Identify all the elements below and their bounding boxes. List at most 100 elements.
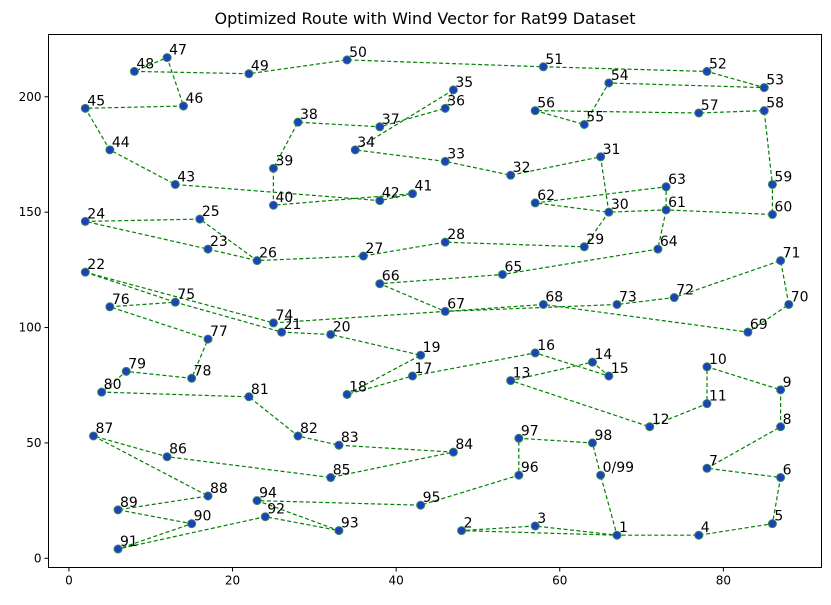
city-label: 27: [365, 241, 383, 257]
city-label: 14: [594, 347, 612, 363]
city-node: [358, 251, 368, 261]
city-node: [88, 431, 98, 441]
city-node: [293, 117, 303, 127]
city-label: 61: [668, 195, 686, 211]
city-label: 37: [382, 112, 400, 128]
city-node: [579, 119, 589, 129]
city-label: 16: [537, 338, 555, 354]
city-node: [129, 66, 139, 76]
city-node: [187, 373, 197, 383]
city-label: 58: [766, 96, 784, 112]
city-node: [252, 256, 262, 266]
city-label: 45: [87, 93, 105, 109]
city-node: [587, 357, 597, 367]
city-label: 12: [652, 412, 670, 428]
city-label: 4: [701, 520, 710, 536]
city-label: 66: [382, 269, 400, 285]
city-node: [530, 348, 540, 358]
city-label: 56: [537, 96, 555, 112]
city-label: 32: [513, 160, 531, 176]
city-label: 47: [169, 43, 187, 59]
city-node: [579, 242, 589, 252]
city-label: 18: [349, 379, 367, 395]
city-label: 0/99: [603, 460, 634, 476]
city-node: [767, 519, 777, 529]
city-node: [694, 108, 704, 118]
city-label: 54: [611, 68, 629, 84]
city-node: [408, 371, 418, 381]
city-label: 67: [447, 296, 465, 312]
city-label: 10: [709, 352, 727, 368]
city-label: 80: [104, 377, 122, 393]
city-node: [244, 69, 254, 79]
city-node: [416, 500, 426, 510]
city-label: 78: [194, 363, 212, 379]
city-label: 63: [668, 172, 686, 188]
city-label: 84: [455, 437, 473, 453]
city-label: 42: [382, 186, 400, 202]
city-label: 50: [349, 45, 367, 61]
city-label: 71: [783, 246, 801, 262]
city-label: 87: [95, 421, 113, 437]
city-node: [375, 122, 385, 132]
city-label: 40: [275, 190, 293, 206]
city-label: 57: [701, 98, 719, 114]
city-label: 74: [275, 308, 293, 324]
city-label: 52: [709, 56, 727, 72]
city-label: 41: [415, 179, 433, 195]
city-label: 38: [300, 107, 318, 123]
city-label: 29: [586, 232, 604, 248]
city-node: [767, 179, 777, 189]
city-node: [375, 279, 385, 289]
city-label: 46: [185, 91, 203, 107]
axes: 0 20 40 60 80 0 50 100 150 200: [19, 90, 731, 588]
city-node: [645, 422, 655, 432]
city-label: 25: [202, 204, 220, 220]
x-tick-label: 0: [65, 574, 73, 588]
city-node: [334, 526, 344, 536]
city-label: 48: [136, 56, 154, 72]
city-node: [80, 267, 90, 277]
city-node: [113, 544, 123, 554]
city-node: [604, 371, 614, 381]
city-node: [408, 189, 418, 199]
city-label: 36: [447, 93, 465, 109]
x-tick-label: 80: [716, 574, 731, 588]
city-node: [268, 200, 278, 210]
city-label: 96: [521, 460, 539, 476]
city-label: 76: [112, 292, 130, 308]
city-node: [277, 327, 287, 337]
city-label: 24: [87, 206, 105, 222]
city-label: 26: [259, 246, 277, 262]
city-label: 44: [112, 135, 130, 151]
city-node: [162, 452, 172, 462]
city-node: [80, 103, 90, 113]
city-node: [694, 530, 704, 540]
city-label: 31: [603, 142, 621, 158]
city-label: 77: [210, 324, 228, 340]
city-label: 60: [774, 199, 792, 215]
city-node: [268, 318, 278, 328]
city-node: [776, 422, 786, 432]
city-label: 81: [251, 382, 269, 398]
city-node: [587, 438, 597, 448]
city-node: [334, 440, 344, 450]
city-label: 53: [766, 73, 784, 89]
city-label: 73: [619, 289, 637, 305]
city-node: [440, 103, 450, 113]
city-label: 20: [333, 319, 351, 335]
city-node: [702, 362, 712, 372]
city-label: 1: [619, 520, 628, 536]
city-label: 97: [521, 423, 539, 439]
city-label: 33: [447, 146, 465, 162]
city-label: 85: [333, 463, 351, 479]
city-label: 43: [177, 169, 195, 185]
city-node: [669, 293, 679, 303]
city-label: 65: [504, 259, 522, 275]
city-node: [776, 256, 786, 266]
city-node: [178, 101, 188, 111]
city-node: [162, 53, 172, 63]
city-node: [743, 327, 753, 337]
city-node: [448, 85, 458, 95]
